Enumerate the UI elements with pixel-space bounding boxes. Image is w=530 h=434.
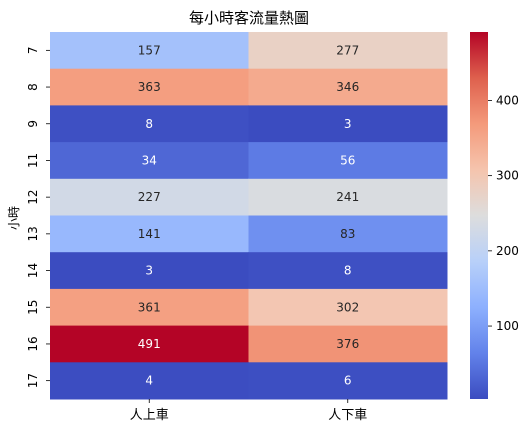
cell-value-label: 4 [145,374,153,388]
cell-value-label: 8 [344,264,352,278]
heatmap-cell [248,288,448,327]
cell-value-label: 8 [145,117,153,131]
heatmap-cell [248,142,448,180]
cell-value-label: 361 [138,300,161,314]
heatmap-cell [50,32,249,70]
cell-value-label: 346 [336,80,359,94]
cell-value-label: 227 [138,190,161,204]
cell-value-label: 491 [138,337,161,351]
colorbar-tick-label: 400 [496,93,519,107]
heatmap-cell [248,215,448,253]
cell-value-label: 241 [336,190,359,204]
cell-value-label: 363 [138,80,161,94]
cell-value-label: 83 [340,227,355,241]
cell-value-label: 277 [336,43,359,57]
cell-value-label: 6 [344,374,352,388]
row-tick-label: 13 [26,226,40,241]
heatmap-cell [248,252,448,290]
heatmap-cell [50,68,249,106]
cell-value-label: 157 [138,43,161,57]
cell-value-label: 3 [344,117,352,131]
colorbar-tick-label: 300 [496,169,519,183]
row-tick-label: 17 [26,373,40,388]
heatmap-cell [50,288,249,327]
heatmap-cell [50,215,249,253]
heatmap-cell [50,362,249,400]
cell-value-label: 34 [142,153,157,167]
heatmap-cell [50,325,249,363]
cell-value-label: 141 [138,227,161,241]
heatmap-cell [50,142,249,180]
heatmap-cell [248,325,448,363]
heatmap-cell [248,362,448,400]
heatmap-cell [248,105,448,143]
colorbar-tick-label: 200 [496,244,519,258]
row-tick-label: 14 [26,263,40,278]
row-tick-label: 11 [26,153,40,168]
heatmap-cell [248,32,448,70]
cell-value-label: 302 [336,300,359,314]
column-tick-label: 人下車 [328,408,367,423]
cell-value-label: 376 [336,337,359,351]
y-axis-label: 小時 [7,206,21,230]
row-tick-label: 16 [26,336,40,351]
heatmap-cell [248,68,448,106]
row-tick-label: 7 [26,47,40,55]
colorbar-tick-labels: 100 200 300 400 [488,93,519,333]
heatmap-cell [50,178,249,216]
cell-value-label: 3 [145,264,153,278]
row-tick-label: 9 [26,120,40,128]
heatmap-cell [248,178,448,216]
colorbar [470,32,488,399]
column-tick-label: 人上車 [130,408,169,423]
row-tick-label: 15 [26,300,40,315]
row-tick-labels: 7 8 9 11 12 13 14 15 16 17 [26,47,50,388]
row-tick-label: 8 [26,83,40,91]
cell-value-label: 56 [340,153,355,167]
chart-title: 每小時客流量熱圖 [189,9,309,27]
column-tick-labels: 人上車 人下車 [130,399,367,423]
row-tick-label: 12 [26,190,40,205]
colorbar-tick-label: 100 [496,319,519,333]
heatmap-cell [50,252,249,290]
heatmap-cell [50,105,249,143]
